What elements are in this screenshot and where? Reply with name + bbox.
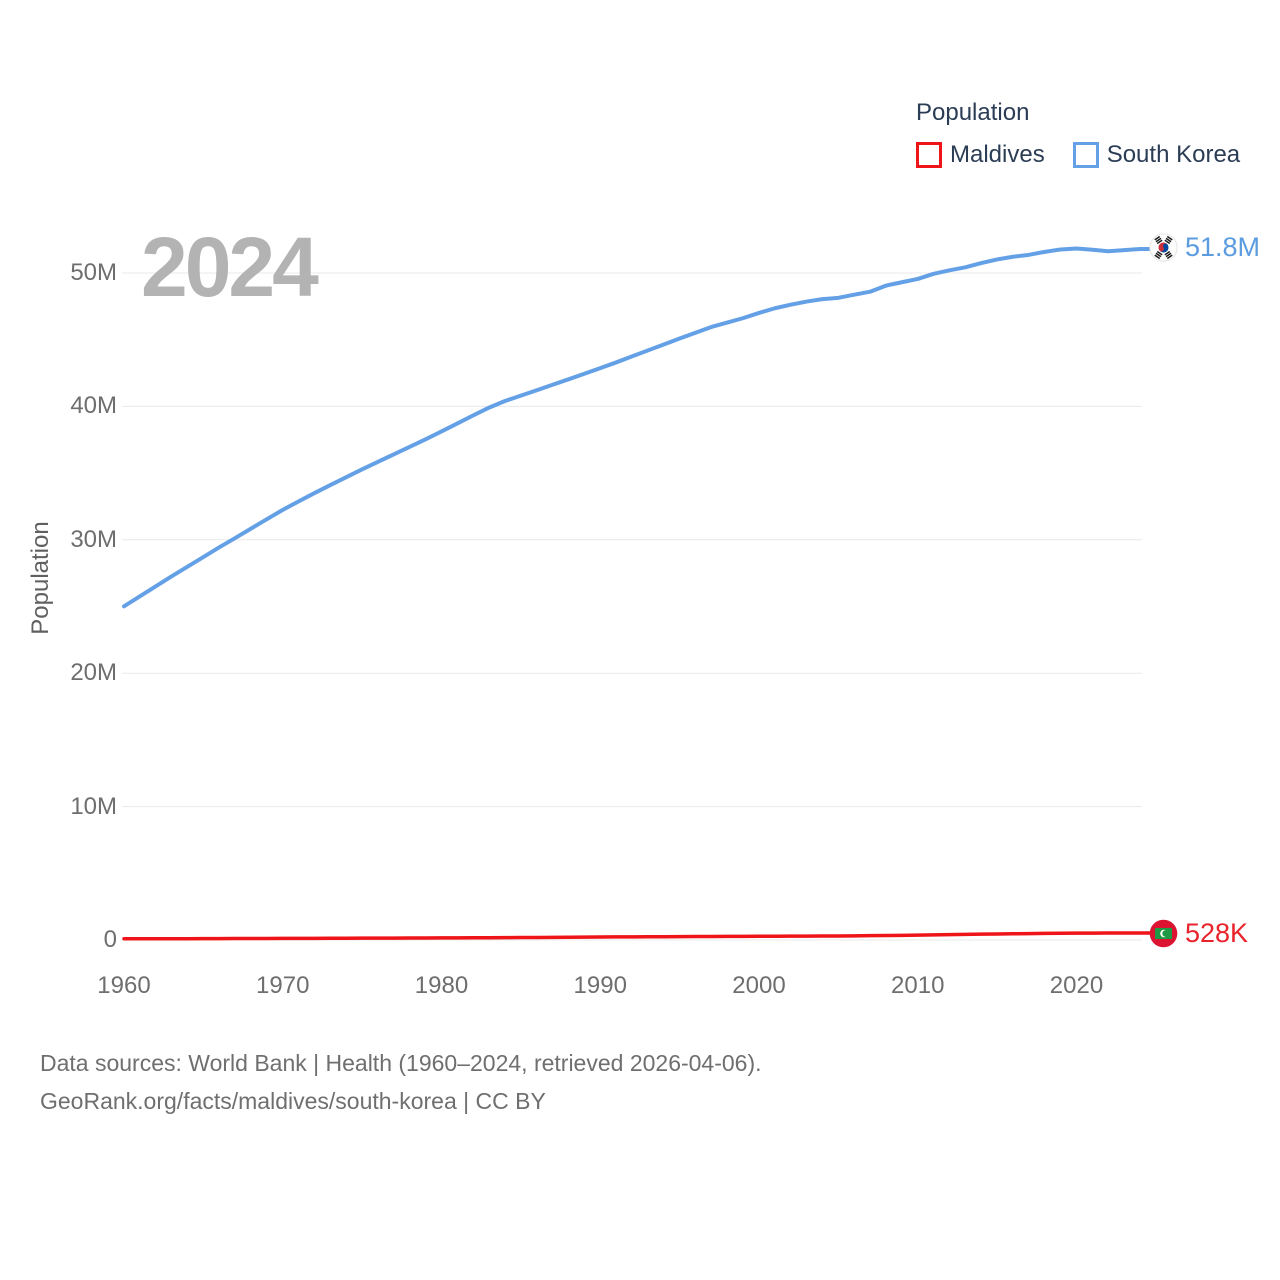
y-tick-label: 20M bbox=[70, 659, 117, 687]
south-korea-swatch-icon[interactable] bbox=[1072, 142, 1099, 168]
end-value: 528K bbox=[1185, 918, 1249, 948]
y-tick-label: 0 bbox=[103, 926, 117, 953]
maldives-line[interactable] bbox=[122, 931, 1152, 941]
y-axis-title: Population bbox=[27, 521, 54, 635]
watermark-year: 2024 bbox=[141, 220, 319, 314]
x-tick-label: 2020 bbox=[1049, 972, 1104, 999]
south-korea-line[interactable] bbox=[122, 246, 1152, 609]
y-tick-label: 50M bbox=[70, 259, 117, 286]
maldives-end-label: 528K bbox=[1149, 918, 1248, 949]
legend-item-maldives[interactable]: Maldives bbox=[916, 141, 1045, 169]
attribution-line: GeoRank.org/facts/maldives/south-korea |… bbox=[40, 1088, 546, 1114]
x-tick-label: 1980 bbox=[414, 972, 469, 999]
data-sources-line: Data sources: World Bank | Health (1960–… bbox=[40, 1050, 762, 1076]
south-korea-flag-icon bbox=[1149, 233, 1178, 262]
x-tick-label: 2000 bbox=[732, 972, 786, 999]
legend: Population Maldives South Korea bbox=[916, 99, 1240, 169]
legend-label: Maldives bbox=[950, 141, 1045, 168]
x-tick-label: 1960 bbox=[97, 972, 151, 999]
end-value: 51.8M bbox=[1185, 232, 1261, 262]
legend-title: Population bbox=[916, 99, 1030, 126]
maldives-swatch-icon[interactable] bbox=[916, 142, 942, 168]
footer: Data sources: World Bank | Health (1960–… bbox=[40, 1044, 762, 1120]
gridlines bbox=[122, 272, 1142, 941]
y-tick-label: 30M bbox=[70, 525, 117, 553]
y-tick-label: 40M bbox=[70, 392, 117, 420]
maldives-flag-icon bbox=[1149, 919, 1178, 948]
x-tick-label: 1990 bbox=[573, 972, 627, 999]
x-tick-label: 1970 bbox=[256, 972, 310, 999]
south-korea-end-label: 51.8M bbox=[1149, 232, 1260, 263]
y-tick-label: 10M bbox=[70, 792, 117, 820]
x-tick-label: 2010 bbox=[891, 972, 945, 999]
legend-label: South Korea bbox=[1106, 141, 1241, 168]
legend-item-south-korea[interactable]: South Korea bbox=[1072, 141, 1241, 169]
